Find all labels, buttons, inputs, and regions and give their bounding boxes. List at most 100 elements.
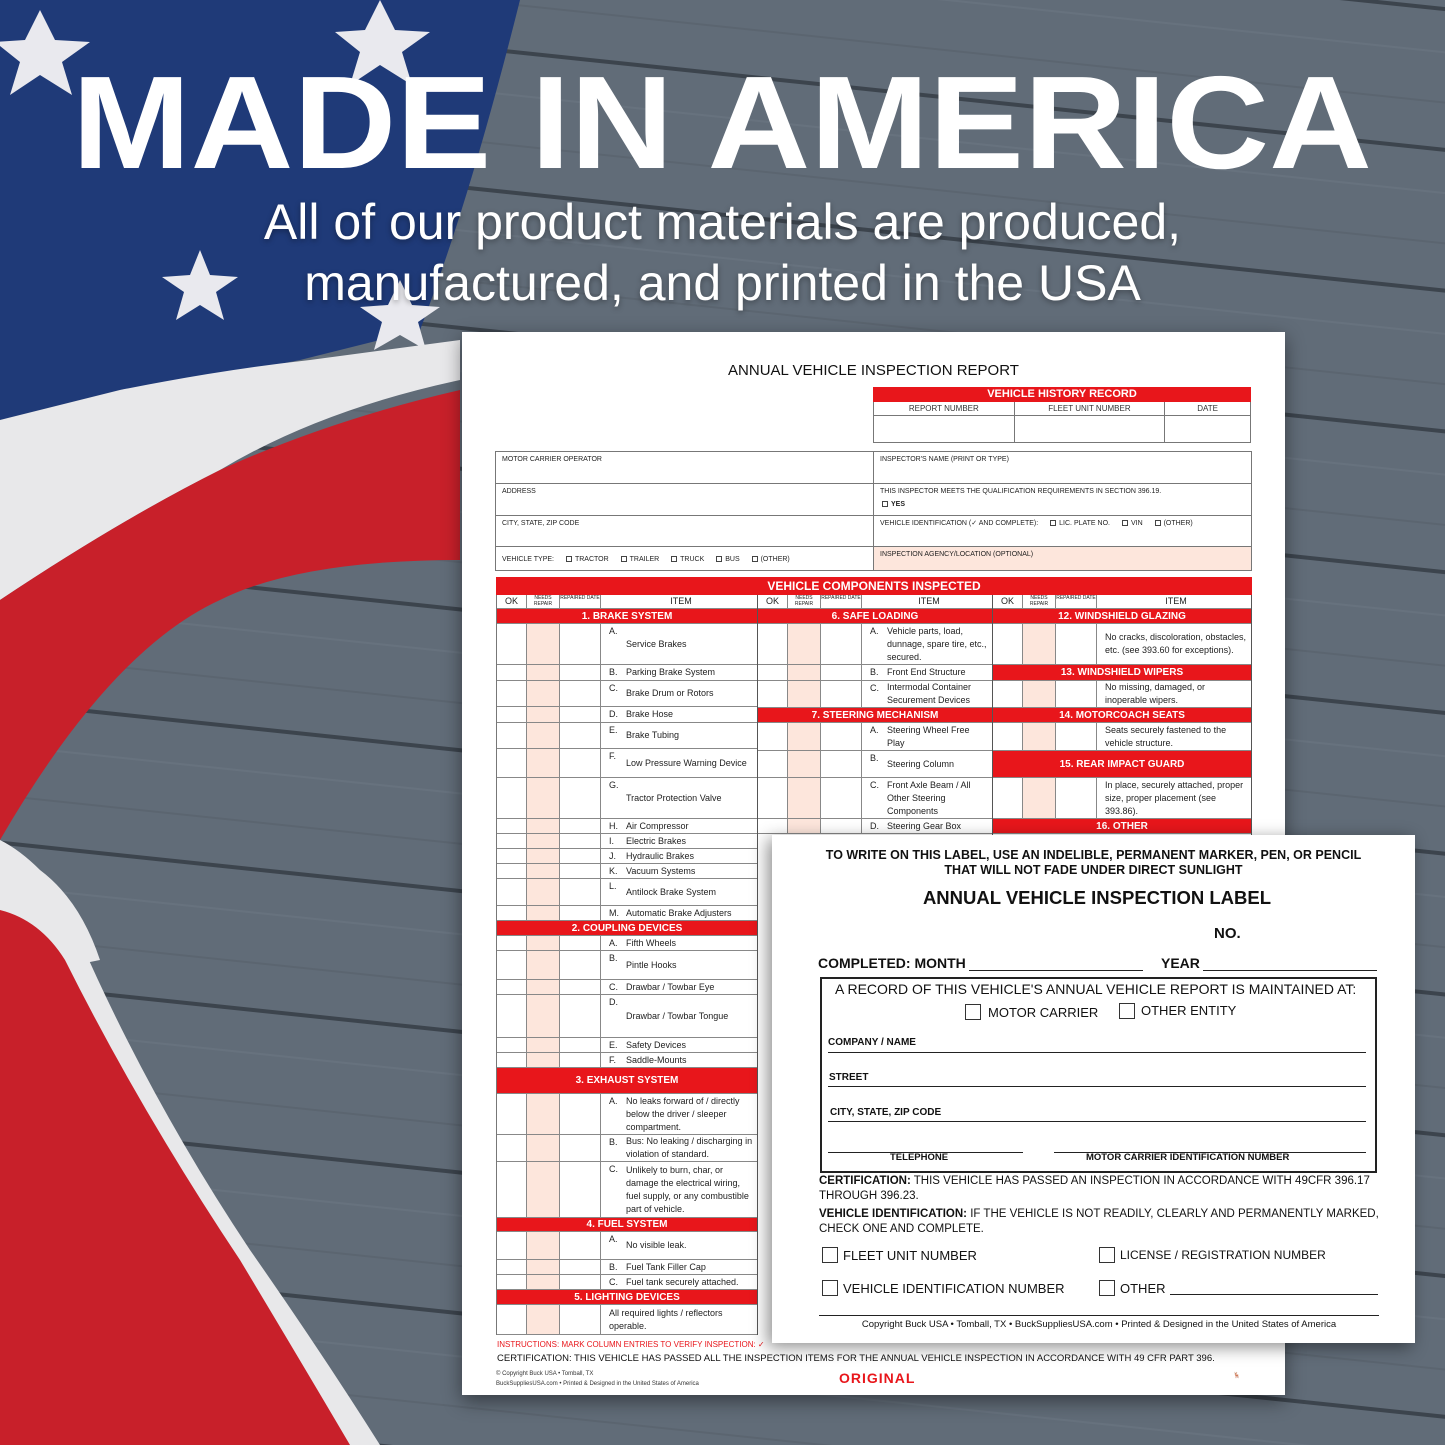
- ok-cell[interactable]: [497, 1260, 527, 1274]
- ok-cell[interactable]: [497, 951, 527, 979]
- checkbox[interactable]: [1154, 520, 1161, 527]
- ok-cell[interactable]: [758, 778, 788, 818]
- ok-cell[interactable]: [758, 665, 788, 680]
- ok-cell[interactable]: [497, 723, 527, 748]
- repaired-date-cell[interactable]: [1056, 778, 1097, 818]
- checkbox[interactable]: [882, 501, 888, 508]
- year-field[interactable]: [1203, 970, 1377, 971]
- ok-cell[interactable]: [758, 723, 788, 750]
- repaired-date-cell[interactable]: [560, 819, 601, 833]
- repaired-date-cell[interactable]: [560, 665, 601, 680]
- checkbox[interactable]: [716, 556, 723, 563]
- needs-repair-cell[interactable]: [788, 778, 821, 818]
- ok-cell[interactable]: [993, 681, 1023, 707]
- needs-repair-cell[interactable]: [527, 879, 560, 905]
- repaired-date-cell[interactable]: [821, 723, 862, 750]
- needs-repair-cell[interactable]: [527, 849, 560, 863]
- ok-cell[interactable]: [993, 624, 1023, 664]
- repaired-date-cell[interactable]: [560, 995, 601, 1037]
- ok-cell[interactable]: [497, 624, 527, 664]
- repaired-date-cell[interactable]: [1056, 723, 1097, 750]
- inspection-agency-field[interactable]: INSPECTION AGENCY/LOCATION (OPTIONAL): [873, 546, 1252, 571]
- needs-repair-cell[interactable]: [788, 751, 821, 777]
- needs-repair-cell[interactable]: [788, 723, 821, 750]
- needs-repair-cell[interactable]: [527, 723, 560, 748]
- repaired-date-cell[interactable]: [560, 1232, 601, 1259]
- ok-cell[interactable]: [497, 1038, 527, 1052]
- ok-cell[interactable]: [758, 624, 788, 664]
- needs-repair-cell[interactable]: [527, 681, 560, 706]
- repaired-date-cell[interactable]: [560, 1135, 601, 1161]
- needs-repair-cell[interactable]: [788, 681, 821, 707]
- ok-cell[interactable]: [497, 849, 527, 863]
- repaired-date-cell[interactable]: [560, 980, 601, 994]
- ok-cell[interactable]: [758, 819, 788, 833]
- needs-repair-cell[interactable]: [527, 1135, 560, 1161]
- ok-cell[interactable]: [497, 864, 527, 878]
- ok-cell[interactable]: [497, 936, 527, 950]
- needs-repair-cell[interactable]: [527, 936, 560, 950]
- checkbox[interactable]: [565, 556, 572, 563]
- checkbox[interactable]: [751, 556, 758, 563]
- report-number-field[interactable]: [874, 416, 1015, 443]
- ok-cell[interactable]: [497, 995, 527, 1037]
- repaired-date-cell[interactable]: [560, 1094, 601, 1134]
- city-state-zip-field[interactable]: CITY, STATE, ZIP CODE: [495, 515, 874, 547]
- needs-repair-cell[interactable]: [527, 1038, 560, 1052]
- needs-repair-cell[interactable]: [527, 864, 560, 878]
- repaired-date-cell[interactable]: [821, 624, 862, 664]
- needs-repair-cell[interactable]: [527, 1275, 560, 1289]
- needs-repair-cell[interactable]: [1023, 681, 1056, 707]
- repaired-date-cell[interactable]: [821, 665, 862, 680]
- ok-cell[interactable]: [993, 723, 1023, 750]
- needs-repair-cell[interactable]: [527, 1305, 560, 1334]
- needs-repair-cell[interactable]: [527, 1260, 560, 1274]
- needs-repair-cell[interactable]: [527, 1053, 560, 1067]
- license-checkbox[interactable]: [1099, 1247, 1115, 1263]
- needs-repair-cell[interactable]: [527, 1232, 560, 1259]
- needs-repair-cell[interactable]: [1023, 723, 1056, 750]
- ok-cell[interactable]: [758, 681, 788, 707]
- repaired-date-cell[interactable]: [1056, 681, 1097, 707]
- ok-cell[interactable]: [497, 707, 527, 722]
- repaired-date-cell[interactable]: [560, 849, 601, 863]
- ok-cell[interactable]: [497, 665, 527, 680]
- repaired-date-cell[interactable]: [560, 1305, 601, 1334]
- mcid-field[interactable]: [1054, 1152, 1366, 1153]
- other-checkbox[interactable]: [1099, 1280, 1115, 1296]
- needs-repair-cell[interactable]: [527, 819, 560, 833]
- address-field[interactable]: ADDRESS: [495, 483, 874, 516]
- ok-cell[interactable]: [758, 751, 788, 777]
- fleet-unit-field[interactable]: [1014, 416, 1166, 443]
- ok-cell[interactable]: [497, 778, 527, 818]
- city-field[interactable]: [828, 1121, 1366, 1122]
- needs-repair-cell[interactable]: [527, 951, 560, 979]
- repaired-date-cell[interactable]: [560, 624, 601, 664]
- street-field[interactable]: [828, 1086, 1366, 1087]
- repaired-date-cell[interactable]: [821, 751, 862, 777]
- ok-cell[interactable]: [497, 749, 527, 777]
- repaired-date-cell[interactable]: [821, 778, 862, 818]
- ok-cell[interactable]: [497, 819, 527, 833]
- repaired-date-cell[interactable]: [560, 707, 601, 722]
- date-field[interactable]: [1165, 416, 1251, 443]
- needs-repair-cell[interactable]: [527, 995, 560, 1037]
- ok-cell[interactable]: [497, 1305, 527, 1334]
- fleet-unit-checkbox[interactable]: [822, 1247, 838, 1263]
- vin-checkbox[interactable]: [822, 1280, 838, 1296]
- ok-cell[interactable]: [497, 1275, 527, 1289]
- repaired-date-cell[interactable]: [560, 951, 601, 979]
- checkbox[interactable]: [1050, 520, 1057, 527]
- needs-repair-cell[interactable]: [1023, 624, 1056, 664]
- ok-cell[interactable]: [497, 906, 527, 920]
- checkbox[interactable]: [620, 556, 627, 563]
- ok-cell[interactable]: [497, 879, 527, 905]
- repaired-date-cell[interactable]: [821, 819, 862, 833]
- repaired-date-cell[interactable]: [560, 723, 601, 748]
- needs-repair-cell[interactable]: [788, 665, 821, 680]
- checkbox[interactable]: [1121, 520, 1128, 527]
- repaired-date-cell[interactable]: [560, 879, 601, 905]
- ok-cell[interactable]: [497, 681, 527, 706]
- repaired-date-cell[interactable]: [1056, 624, 1097, 664]
- checkbox[interactable]: [671, 556, 678, 563]
